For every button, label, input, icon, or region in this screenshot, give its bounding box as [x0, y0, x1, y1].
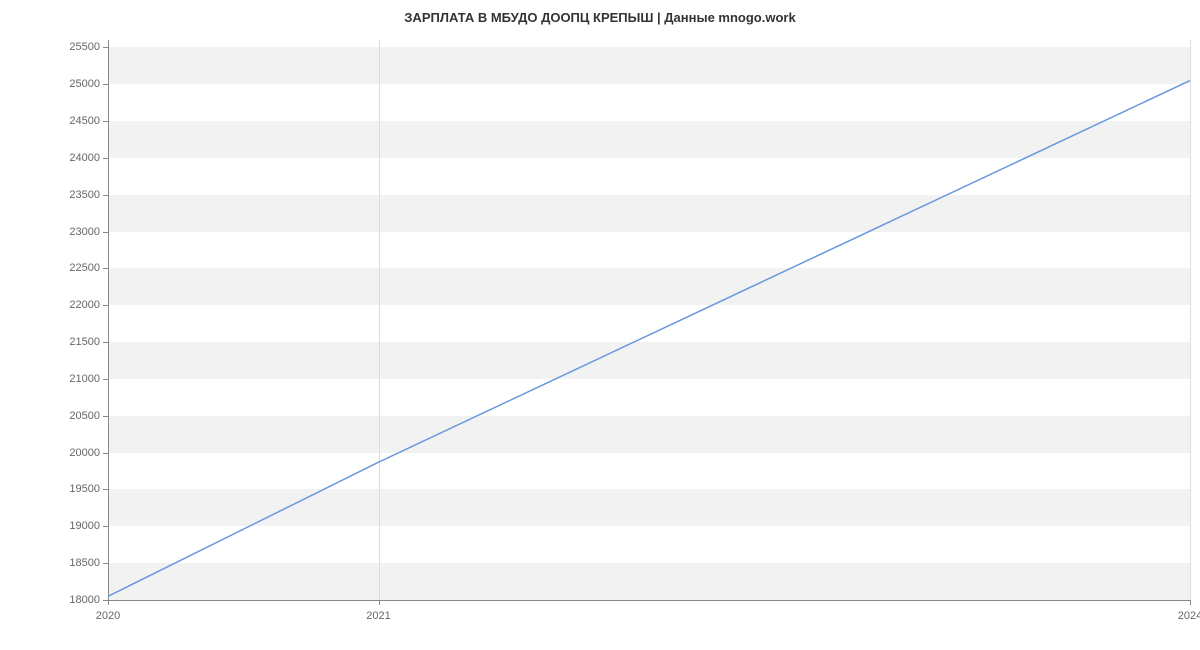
y-tick-label: 24500	[48, 115, 100, 127]
salary-line-chart: ЗАРПЛАТА В МБУДО ДООПЦ КРЕПЫШ | Данные m…	[0, 0, 1200, 650]
y-tick-label: 19000	[48, 520, 100, 532]
x-tick-mark	[1190, 600, 1191, 605]
y-tick-label: 18500	[48, 557, 100, 569]
y-tick-label: 20000	[48, 447, 100, 459]
x-tick-mark	[108, 600, 109, 605]
y-tick-label: 25000	[48, 78, 100, 90]
x-tick-mark	[379, 600, 380, 605]
y-tick-label: 24000	[48, 152, 100, 164]
x-axis-line	[108, 600, 1190, 601]
y-tick-label: 21000	[48, 373, 100, 385]
y-tick-label: 22500	[48, 262, 100, 274]
y-tick-label: 18000	[48, 594, 100, 606]
y-tick-label: 23500	[48, 189, 100, 201]
y-tick-label: 19500	[48, 483, 100, 495]
x-tick-label: 2021	[366, 610, 390, 622]
chart-title: ЗАРПЛАТА В МБУДО ДООПЦ КРЕПЫШ | Данные m…	[0, 10, 1200, 25]
y-tick-label: 23000	[48, 226, 100, 238]
x-gridline	[1190, 40, 1191, 600]
series-polyline	[108, 81, 1190, 597]
y-tick-label: 22000	[48, 299, 100, 311]
y-tick-label: 25500	[48, 41, 100, 53]
x-tick-label: 2020	[96, 610, 120, 622]
x-tick-label: 2024	[1178, 610, 1200, 622]
plot-area: 1800018500190001950020000205002100021500…	[108, 40, 1190, 600]
y-tick-label: 20500	[48, 410, 100, 422]
y-tick-label: 21500	[48, 336, 100, 348]
series-line	[108, 40, 1190, 600]
